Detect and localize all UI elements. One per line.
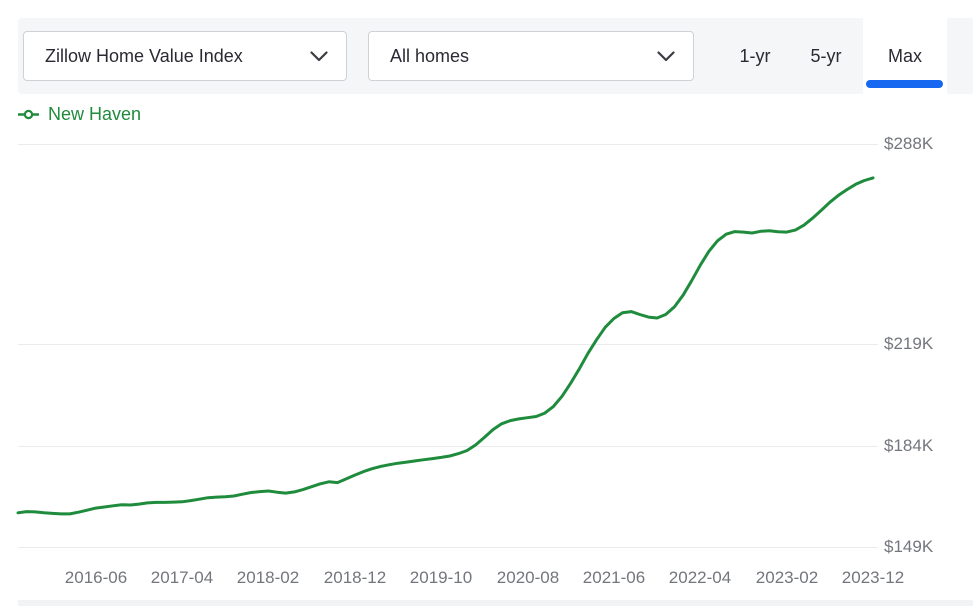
x-tick-label: 2020-08	[496, 568, 560, 587]
y-tick-label: $184K	[884, 436, 934, 455]
y-tick-label: $149K	[884, 537, 934, 556]
gridline	[18, 344, 878, 345]
tab-5yr-label: 5-yr	[810, 45, 842, 66]
chevron-down-icon	[310, 50, 328, 61]
x-tick-label: 2018-12	[323, 568, 387, 587]
next-section-edge	[18, 600, 973, 606]
legend-series-label: New Haven	[48, 103, 142, 124]
tab-max[interactable]: Max	[863, 18, 947, 94]
active-tab-underline	[866, 80, 943, 88]
x-tick-label: 2023-02	[755, 568, 819, 587]
series-line-new-haven	[16, 176, 875, 516]
tab-max-label: Max	[887, 45, 922, 66]
x-tick-label: 2019-10	[409, 568, 473, 587]
x-tick-label: 2017-04	[150, 568, 214, 587]
y-tick-label: $219K	[884, 334, 934, 353]
tab-1yr-label: 1-yr	[739, 45, 771, 66]
legend-item-new-haven[interactable]: New Haven	[18, 102, 141, 126]
home-type-dropdown[interactable]: All homes	[368, 31, 694, 81]
control-bar: Zillow Home Value Index All homes 1-yr 5…	[18, 18, 973, 94]
gridline	[18, 144, 878, 145]
tab-1yr[interactable]: 1-yr	[723, 18, 787, 94]
metric-dropdown-value: Zillow Home Value Index	[45, 45, 243, 66]
series-marker-icon	[18, 109, 39, 119]
y-tick-label: $288K	[884, 134, 934, 153]
x-tick-label: 2023-12	[841, 568, 905, 587]
x-tick-label: 2022-04	[668, 568, 732, 587]
tab-5yr[interactable]: 5-yr	[795, 18, 857, 94]
x-tick-label: 2021-06	[582, 568, 646, 587]
x-tick-label: 2018-02	[236, 568, 300, 587]
gridline	[18, 547, 878, 548]
chevron-down-icon	[657, 50, 675, 61]
metric-dropdown[interactable]: Zillow Home Value Index	[23, 31, 347, 81]
x-tick-label: 2016-06	[64, 568, 128, 587]
gridline	[18, 446, 878, 447]
home-type-dropdown-value: All homes	[390, 45, 470, 66]
